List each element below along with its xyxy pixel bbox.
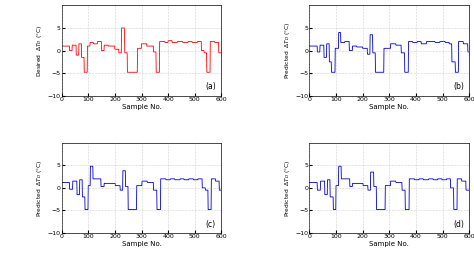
X-axis label: Sample No.: Sample No.	[369, 104, 409, 109]
Text: (a): (a)	[206, 82, 216, 91]
Y-axis label: Predicted  $\Delta T_D$ (°C): Predicted $\Delta T_D$ (°C)	[283, 22, 292, 79]
X-axis label: Sample No.: Sample No.	[369, 241, 409, 247]
X-axis label: Sample No.: Sample No.	[122, 241, 162, 247]
X-axis label: Sample No.: Sample No.	[122, 104, 162, 109]
Text: (d): (d)	[453, 220, 464, 228]
Y-axis label: Predicted  $\Delta T_D$ (°C): Predicted $\Delta T_D$ (°C)	[36, 159, 45, 217]
Text: (b): (b)	[453, 82, 464, 91]
Text: (c): (c)	[206, 220, 216, 228]
Y-axis label: Desired  $\Delta T_D$ (°C): Desired $\Delta T_D$ (°C)	[36, 24, 45, 77]
Y-axis label: Predicted  $\Delta T_D$ (°C): Predicted $\Delta T_D$ (°C)	[283, 159, 292, 217]
